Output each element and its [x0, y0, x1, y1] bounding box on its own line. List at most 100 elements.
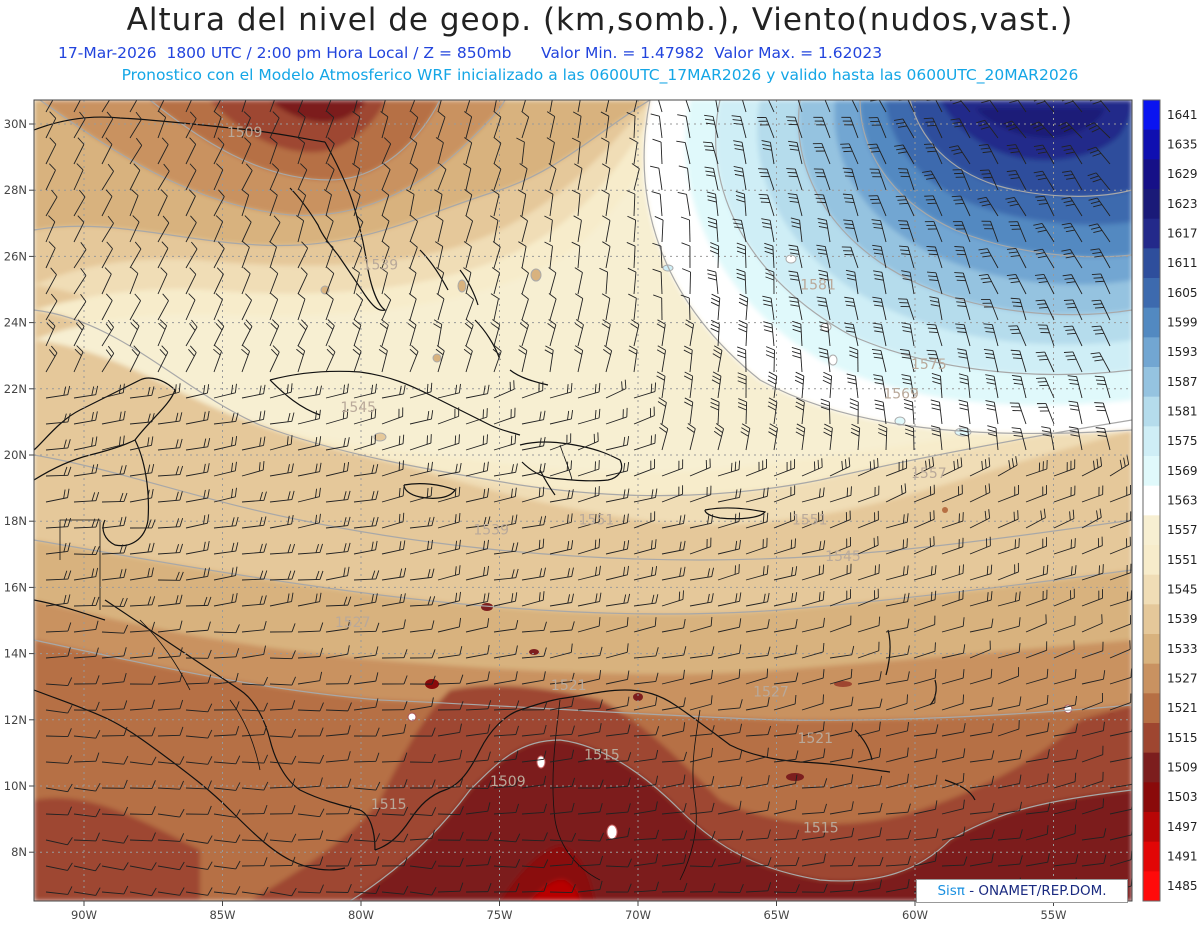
wind-barb [773, 884, 800, 894]
wind-barb [1011, 375, 1027, 399]
wind-barb [213, 487, 237, 503]
wind-barb [45, 100, 54, 113]
wind-barb [823, 423, 833, 451]
wind-barb [381, 701, 408, 711]
wind-barb [1053, 615, 1076, 633]
wind-barb [241, 461, 265, 477]
wind-barb [45, 215, 56, 243]
wind-barb [773, 618, 798, 633]
wind-barb [1053, 459, 1076, 477]
wind-barb [577, 617, 601, 633]
wind-barb [325, 383, 349, 399]
wind-barb [241, 804, 268, 815]
wind-barb [717, 644, 742, 659]
wind-barb [1058, 121, 1083, 139]
wind-barb [633, 594, 659, 607]
wind-barb [493, 568, 519, 581]
wind-barbs [45, 100, 1132, 897]
wind-barb [353, 100, 358, 113]
wind-barb [269, 676, 296, 686]
wind-barb [381, 619, 406, 633]
wind-barb [381, 434, 405, 451]
wind-barb [1033, 170, 1055, 191]
wind-barb [493, 592, 518, 607]
wind-barb [45, 677, 73, 687]
wind-barb [745, 487, 769, 503]
wind-barb [626, 112, 636, 139]
wind-barb [269, 623, 296, 633]
wind-barb [788, 296, 803, 321]
wind-barb [297, 884, 324, 894]
wind-barb [409, 753, 436, 763]
wind-barb [325, 215, 334, 243]
wind-barb [849, 346, 859, 373]
wind-barb [544, 241, 553, 269]
wind-barb [923, 117, 943, 139]
wind-barb [717, 460, 741, 477]
wind-barb [829, 827, 855, 841]
wind-barb [633, 565, 658, 581]
wind-barb [241, 754, 268, 764]
wind-barb [464, 319, 474, 347]
wind-barb [1109, 615, 1131, 633]
wind-barb [661, 854, 687, 867]
wind-barb [157, 672, 183, 685]
wind-barb [353, 434, 377, 451]
wind-barb [818, 347, 831, 373]
wind-barb [1025, 614, 1047, 633]
wind-barb [73, 545, 100, 556]
wind-barb [129, 319, 140, 347]
lon-tick-label: 60W [902, 908, 928, 922]
wind-barb [1063, 325, 1083, 347]
wind-barb [381, 540, 406, 555]
wind-barb [1053, 509, 1075, 529]
wind-barb [873, 270, 887, 295]
wind-barb [913, 828, 939, 841]
wind-barb [297, 189, 307, 217]
colorbar-swatch [1143, 752, 1160, 783]
colorbar-label: 1533 [1167, 642, 1198, 656]
wind-barb [185, 541, 210, 555]
wind-barb [437, 806, 464, 816]
wind-barb [786, 168, 803, 191]
wind-barb [941, 694, 965, 711]
wind-barb [602, 215, 611, 243]
wind-barb [997, 696, 1022, 711]
wind-barb [493, 725, 519, 737]
wind-barb [73, 491, 100, 503]
wind-barb [788, 140, 803, 165]
wind-barb [353, 646, 379, 659]
wind-barb [658, 100, 663, 113]
wind-barb [296, 345, 306, 373]
wind-barb [801, 827, 827, 841]
wind-barb [437, 163, 447, 191]
wind-barb [323, 189, 332, 217]
wind-barb [381, 885, 409, 895]
wind-barb [157, 543, 184, 555]
wind-barb [129, 780, 156, 790]
wind-barb [773, 510, 795, 529]
wind-barb [997, 591, 1021, 607]
wind-barb [493, 883, 520, 893]
wind-barb [435, 215, 444, 243]
wind-barb [801, 883, 828, 893]
wind-barb [707, 217, 719, 243]
wind-barb [926, 246, 943, 269]
colorbar-swatch [1143, 367, 1160, 398]
lon-tick-label: 90W [71, 908, 97, 922]
wind-barb [571, 189, 581, 217]
wind-barb [296, 215, 305, 243]
wind-barb [185, 596, 212, 607]
wind-barb [381, 189, 390, 217]
wind-barb [241, 241, 250, 269]
wind-barb [157, 163, 170, 191]
wind-barb [101, 672, 127, 685]
wind-barb [1109, 693, 1132, 711]
wind-barb [73, 675, 100, 685]
wind-barb [157, 345, 169, 373]
wind-barb [574, 345, 584, 373]
wind-barb [885, 671, 910, 685]
wind-barb [577, 432, 599, 451]
wind-barb [689, 830, 716, 841]
wind-barb [941, 644, 966, 659]
